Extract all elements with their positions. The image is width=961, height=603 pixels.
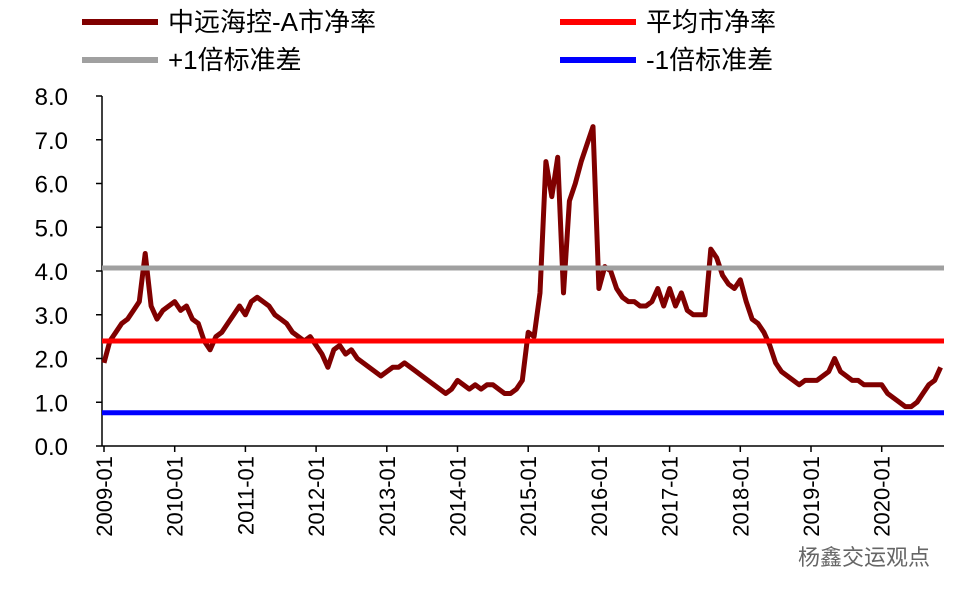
x-tick-label: 2016-01 [587,456,612,537]
x-tick-label: 2015-01 [516,456,541,537]
x-tick-label: 2019-01 [799,456,824,537]
x-tick-label: 2020-01 [870,456,895,537]
x-tick-label: 2010-01 [163,456,188,537]
y-tick-label: 1.0 [35,390,68,417]
y-tick-label: 7.0 [35,128,68,155]
legend-label: 中远海控-A市净率 [168,7,376,37]
x-tick-label: 2014-01 [446,456,471,537]
x-tick-label: 2011-01 [233,456,258,535]
x-tick-label: 2017-01 [658,456,683,537]
y-tick-label: 3.0 [35,303,68,330]
x-tick-label: 2012-01 [304,456,329,537]
y-tick-label: 4.0 [35,259,68,286]
x-tick-label: 2018-01 [728,456,753,537]
x-tick-label: 2009-01 [92,456,117,537]
x-tick-label: 2013-01 [375,456,400,537]
y-tick-label: 5.0 [35,215,68,242]
y-tick-label: 6.0 [35,172,68,199]
data-line [101,124,943,410]
legend-label: 平均市净率 [646,7,776,37]
y-tick-label: 2.0 [35,347,68,374]
y-tick-label: 0.0 [35,434,68,461]
y-tick-label: 8.0 [35,84,68,111]
legend-label: +1倍标准差 [168,45,302,75]
legend-label: -1倍标准差 [646,45,773,75]
watermark: 杨鑫交运观点 [798,545,930,570]
